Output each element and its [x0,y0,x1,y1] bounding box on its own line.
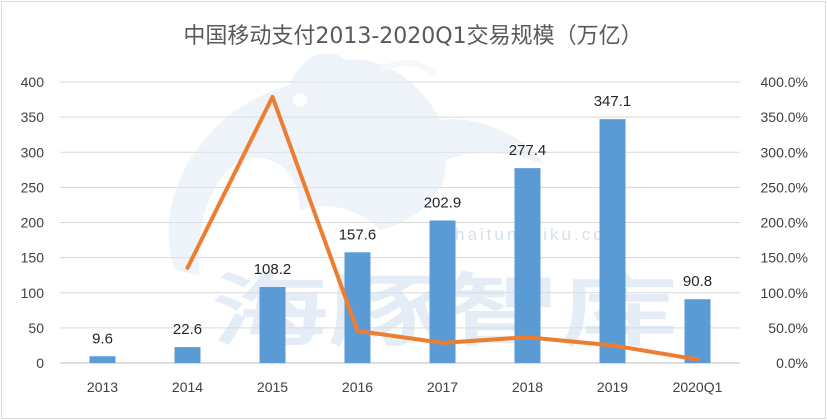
data-label: 157.6 [339,226,377,243]
data-label: 108.2 [254,261,292,278]
y-axis-left: 0 50 100 150 200 250 300 350 400 [21,74,45,371]
y-right-tick-label: 150.0% [761,250,808,266]
y-right-tick-label: 350.0% [761,109,808,125]
y-right-tick-label: 200.0% [761,215,808,231]
y-right-tick-label: 100.0% [761,285,808,301]
data-labels-layer: 9.6 22.6 108.2 157.6 202.9 277.4 347.1 90.8 [92,93,712,347]
x-tick-label: 2014 [172,379,203,395]
bars-layer [89,119,711,363]
y-right-tick-label: 300.0% [761,144,808,160]
dolphin-logo [168,53,545,275]
data-label: 202.9 [424,194,462,211]
bar-2019 [599,119,626,363]
bar-2014 [174,347,201,363]
y-left-tick-label: 250 [21,179,45,195]
y-axis-right: 0.0% 50.0% 100.0% 150.0% 200.0% 250.0% 300.0% 3… [761,74,808,371]
y-left-tick-label: 300 [21,144,45,160]
x-tick-label: 2018 [512,379,543,395]
y-left-tick-label: 0 [36,355,44,371]
y-right-tick-label: 250.0% [761,179,808,195]
x-tick-label: 2015 [257,379,288,395]
x-tick-label: 2020Q1 [673,379,723,395]
x-tick-label: 2019 [597,379,628,395]
x-axis: 2013 2014 2015 2016 2017 2018 2019 2020Q1 [87,379,723,395]
y-right-tick-label: 0.0% [776,355,808,371]
data-label: 347.1 [594,93,632,110]
y-left-tick-label: 150 [21,250,45,266]
y-left-tick-label: 350 [21,109,45,125]
y-left-tick-label: 50 [28,320,44,336]
chart-title: 中国移动支付2013-2020Q1交易规模（万亿） [183,24,642,49]
y-right-tick-label: 400.0% [761,74,808,90]
bar-2018 [514,168,541,363]
y-left-tick-label: 200 [21,215,45,231]
y-left-tick-label: 100 [21,285,45,301]
x-tick-label: 2016 [342,379,373,395]
bar-2015 [259,286,286,363]
data-label: 9.6 [92,330,113,347]
data-label: 22.6 [173,321,202,338]
x-tick-label: 2013 [87,379,118,395]
bar-2013 [89,356,116,363]
data-label: 277.4 [509,142,547,159]
y-left-tick-label: 400 [21,74,45,90]
bar-2017 [429,220,456,363]
y-right-tick-label: 50.0% [768,320,808,336]
data-label: 90.8 [683,273,712,290]
x-tick-label: 2017 [427,379,458,395]
line-layer [185,94,700,362]
bar-2020Q1 [684,299,711,363]
